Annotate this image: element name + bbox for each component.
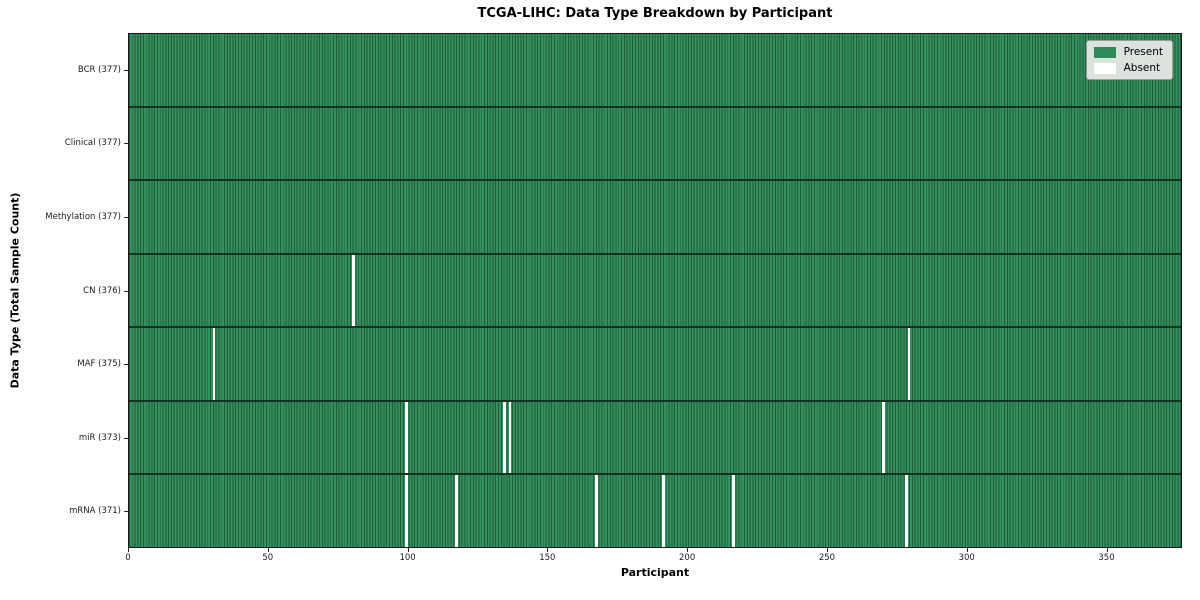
y-tick-mark <box>124 216 128 218</box>
y-tick-label-MAF: MAF (375) <box>77 359 121 370</box>
absent-cell-mRNA-191 <box>661 475 665 548</box>
chart-title: TCGA-LIHC: Data Type Breakdown by Partic… <box>477 6 833 21</box>
x-tick-mark <box>687 548 689 552</box>
y-tick-label-Methylation: Methylation (377) <box>45 211 121 222</box>
absent-cell-mRNA-167 <box>595 475 598 548</box>
legend-swatch-absent <box>1093 62 1116 74</box>
x-tick-mark <box>826 548 828 552</box>
y-tick-mark <box>124 364 128 366</box>
x-tick-label-100: 100 <box>399 553 416 563</box>
heatmap-row-mRNA <box>129 475 1181 548</box>
y-tick-label-CN: CN (376) <box>83 285 121 296</box>
x-tick-label-200: 200 <box>679 553 696 563</box>
heatmap-row-miR <box>129 401 1181 476</box>
x-tick-label-50: 50 <box>262 553 274 563</box>
x-tick-label-0: 0 <box>125 553 131 563</box>
absent-cell-MAF-30 <box>212 328 216 400</box>
x-tick-label-350: 350 <box>1098 553 1115 563</box>
y-tick-mark <box>124 69 128 71</box>
y-tick-mark <box>124 437 128 439</box>
y-tick-mark <box>124 290 128 292</box>
absent-cell-mRNA-117 <box>455 475 459 548</box>
plot-area: Present Absent <box>128 33 1182 548</box>
y-tick-mark <box>124 511 128 513</box>
absent-cell-miR-136 <box>508 401 512 474</box>
absent-cell-miR-270 <box>882 401 886 474</box>
x-tick-mark <box>547 548 549 552</box>
x-tick-mark <box>267 548 269 552</box>
x-tick-mark <box>407 548 409 552</box>
y-tick-label-mRNA: mRNA (371) <box>69 506 121 517</box>
x-tick-mark <box>966 548 968 552</box>
heatmap-rows <box>129 34 1181 548</box>
x-tick-mark <box>128 548 129 552</box>
absent-cell-MAF-279 <box>907 328 911 400</box>
x-axis-label: Participant <box>620 566 690 579</box>
legend-item-present: Present <box>1093 46 1163 58</box>
absent-cell-miR-134 <box>502 401 506 474</box>
heatmap-row-BCR <box>129 34 1181 108</box>
y-tick-label-Clinical: Clinical (377) <box>64 138 121 149</box>
legend-item-absent: Absent <box>1093 62 1163 74</box>
legend-label-absent: Absent <box>1123 62 1161 74</box>
y-tick-label-miR: miR (373) <box>78 432 121 443</box>
legend: Present Absent <box>1085 40 1173 80</box>
x-tick-label-150: 150 <box>539 553 556 563</box>
y-tick-mark <box>124 143 128 145</box>
heatmap-row-MAF <box>129 328 1181 402</box>
x-tick-mark <box>1106 548 1108 552</box>
absent-cell-miR-99 <box>405 401 409 474</box>
absent-cell-mRNA-99 <box>405 475 409 548</box>
absent-cell-CN-80 <box>352 254 356 327</box>
absent-cell-mRNA-278 <box>904 475 908 548</box>
heatmap-row-Methylation <box>129 181 1181 255</box>
heatmap-row-Clinical <box>129 107 1181 182</box>
heatmap-row-CN <box>129 254 1181 329</box>
absent-cell-mRNA-216 <box>731 475 735 548</box>
x-tick-label-300: 300 <box>958 553 975 563</box>
x-tick-label-250: 250 <box>818 553 836 563</box>
y-tick-label-BCR: BCR (377) <box>77 64 121 75</box>
legend-swatch-present <box>1093 46 1116 58</box>
legend-label-present: Present <box>1123 46 1163 58</box>
